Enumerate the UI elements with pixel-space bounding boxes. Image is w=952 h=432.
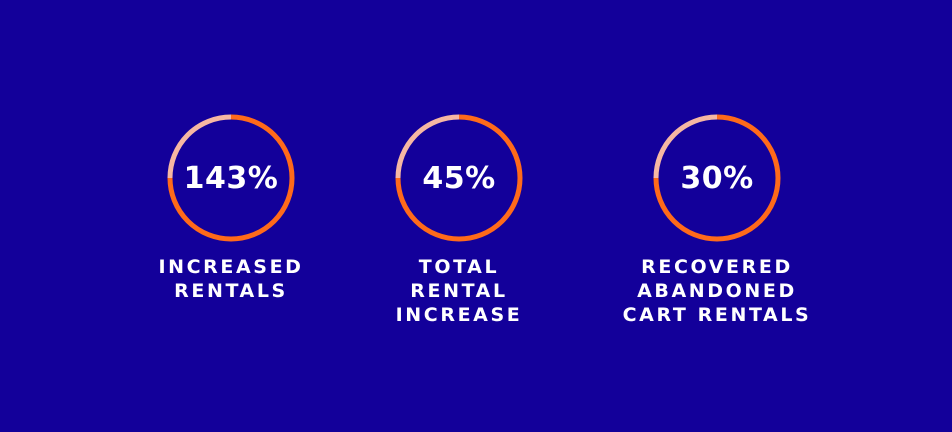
caption-line: ABANDONED bbox=[637, 280, 797, 302]
stat-increased-rentals: 143% INCREASED RENTALS bbox=[111, 113, 351, 303]
progress-ring: 45% bbox=[394, 113, 524, 243]
stat-recovered-abandoned-cart-rentals: 30% RECOVERED ABANDONED CART RENTALS bbox=[597, 113, 837, 327]
stat-caption: RECOVERED ABANDONED CART RENTALS bbox=[623, 255, 812, 327]
stat-value: 143% bbox=[183, 160, 279, 196]
ring-graphic bbox=[653, 114, 781, 242]
caption-line: RENTALS bbox=[174, 280, 288, 302]
stat-caption: TOTAL RENTAL INCREASE bbox=[396, 255, 523, 327]
ring-graphic bbox=[395, 114, 523, 242]
caption-line: TOTAL bbox=[418, 256, 500, 278]
caption-line: RENTAL bbox=[410, 280, 508, 302]
stat-total-rental-increase: 45% TOTAL RENTAL INCREASE bbox=[339, 113, 579, 327]
progress-ring: 30% bbox=[652, 113, 782, 243]
ring-graphic bbox=[167, 114, 295, 242]
stat-value: 30% bbox=[680, 160, 754, 196]
caption-line: RECOVERED bbox=[641, 256, 793, 278]
progress-ring: 143% bbox=[166, 113, 296, 243]
caption-line: INCREASE bbox=[395, 304, 523, 326]
stat-caption: INCREASED RENTALS bbox=[158, 255, 303, 303]
caption-line: CART RENTALS bbox=[622, 304, 812, 326]
stat-value: 45% bbox=[422, 160, 496, 196]
caption-line: INCREASED bbox=[158, 256, 304, 278]
